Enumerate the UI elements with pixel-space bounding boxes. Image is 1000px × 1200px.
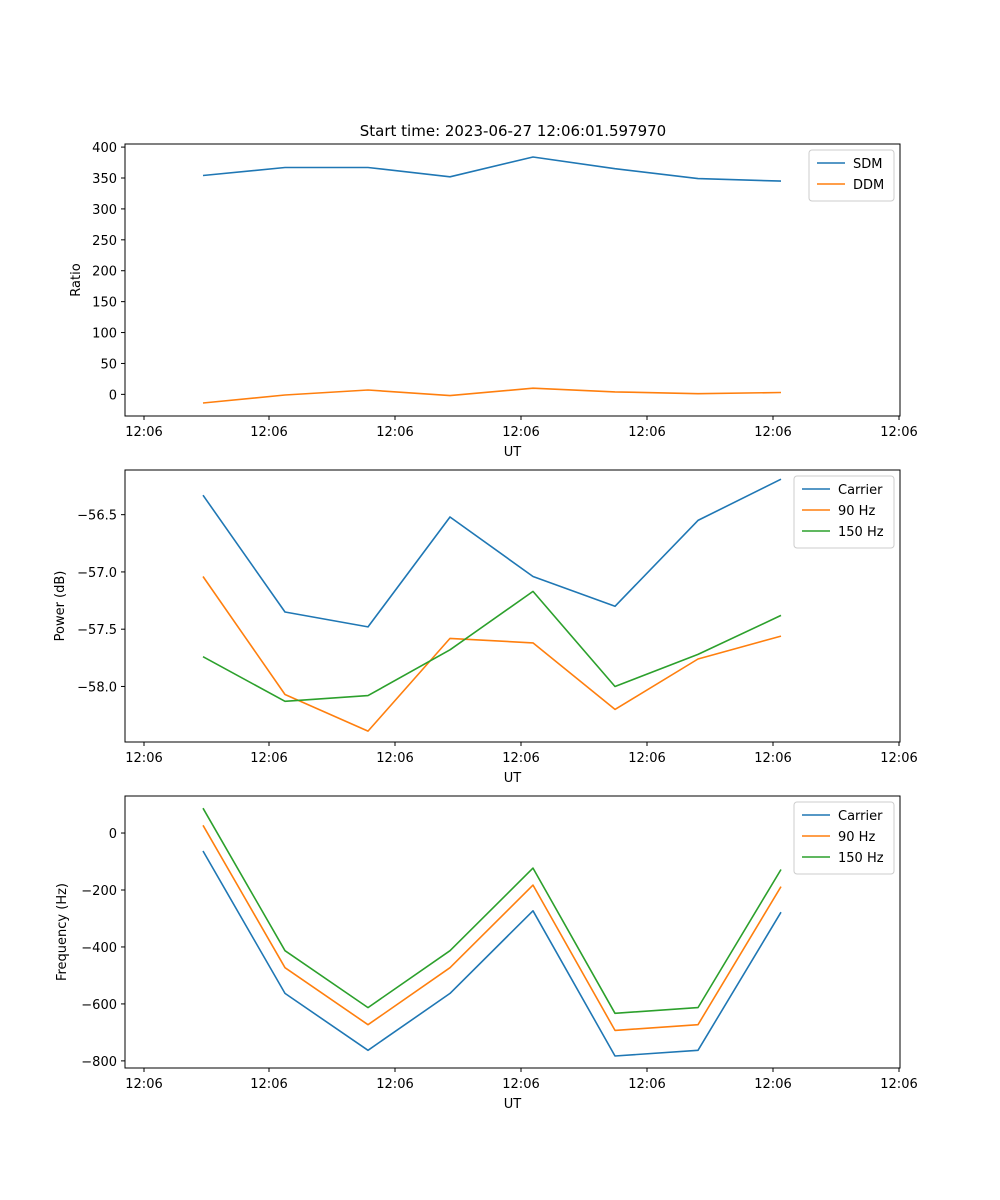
axes-frame bbox=[124, 469, 901, 743]
x-axis-label: UT bbox=[504, 1097, 522, 1112]
x-tick-label: 12:06 bbox=[754, 425, 791, 440]
y-tick-label: 50 bbox=[100, 357, 117, 372]
y-tick-label: −400 bbox=[81, 941, 117, 956]
axes-frame bbox=[124, 143, 901, 417]
y-axis-label: Frequency (Hz) bbox=[55, 883, 70, 981]
x-tick-label: 12:06 bbox=[880, 751, 917, 766]
y-tick-label: −56.5 bbox=[77, 509, 117, 524]
x-tick-label: 12:06 bbox=[376, 425, 413, 440]
figure-title: Start time: 2023-06-27 12:06:01.597970 bbox=[360, 122, 666, 140]
y-tick-label: 350 bbox=[92, 172, 117, 187]
y-tick-label: −200 bbox=[81, 884, 117, 899]
x-tick-label: 12:06 bbox=[880, 425, 917, 440]
legend: Carrier 90 Hz 150 Hz bbox=[793, 801, 895, 875]
legend-box bbox=[793, 475, 895, 549]
legend-label: 90 Hz bbox=[838, 504, 875, 519]
legend-label: SDM bbox=[853, 157, 882, 172]
y-tick-label: 400 bbox=[92, 141, 117, 156]
x-tick-label: 12:06 bbox=[628, 751, 665, 766]
x-tick-label: 12:06 bbox=[502, 751, 539, 766]
legend-label: Carrier bbox=[838, 483, 883, 498]
y-tick-label: 100 bbox=[92, 327, 117, 342]
y-tick-label: 150 bbox=[92, 296, 117, 311]
legend: SDM DDM bbox=[808, 149, 895, 202]
panel-2: 12:06 12:06 12:06 12:06 12:06 12:06 12:06 UT −56… bbox=[53, 469, 918, 786]
legend-box bbox=[793, 801, 895, 875]
x-tick-label: 12:06 bbox=[502, 1077, 539, 1092]
x-tick-label: 12:06 bbox=[250, 425, 287, 440]
panels: 12:06 12:06 12:06 12:06 12:06 12:06 12:06 UT 0 50… bbox=[53, 141, 918, 1112]
legend-label: 150 Hz bbox=[838, 525, 884, 540]
y-tick-label: −600 bbox=[81, 998, 117, 1013]
series-line-150-hz bbox=[202, 590, 782, 703]
x-tick-label: 12:06 bbox=[628, 1077, 665, 1092]
y-tick-label: −57.5 bbox=[77, 623, 117, 638]
series-line-90-hz bbox=[202, 576, 782, 732]
x-tick-label: 12:06 bbox=[125, 1077, 162, 1092]
series-line-90-hz bbox=[202, 824, 782, 1032]
x-tick-label: 12:06 bbox=[754, 751, 791, 766]
series-line-ddm bbox=[202, 387, 782, 404]
series-line-carrier bbox=[202, 478, 782, 628]
x-tick-label: 12:06 bbox=[754, 1077, 791, 1092]
x-axis-label: UT bbox=[504, 771, 522, 786]
y-tick-label: 300 bbox=[92, 203, 117, 218]
legend-label: 150 Hz bbox=[838, 851, 884, 866]
x-tick-label: 12:06 bbox=[250, 751, 287, 766]
y-axis-label: Ratio bbox=[69, 263, 84, 296]
x-tick-label: 12:06 bbox=[376, 1077, 413, 1092]
panel-1: 12:06 12:06 12:06 12:06 12:06 12:06 12:06 UT 0 50… bbox=[69, 141, 918, 460]
y-tick-label: −57.0 bbox=[77, 566, 117, 581]
y-tick-label: 0 bbox=[109, 388, 117, 403]
y-tick-label: 0 bbox=[109, 827, 117, 842]
x-tick-label: 12:06 bbox=[250, 1077, 287, 1092]
y-tick-label: 250 bbox=[92, 234, 117, 249]
x-tick-label: 12:06 bbox=[502, 425, 539, 440]
x-tick-label: 12:06 bbox=[125, 425, 162, 440]
legend-label: Carrier bbox=[838, 809, 883, 824]
x-tick-label: 12:06 bbox=[628, 425, 665, 440]
x-tick-label: 12:06 bbox=[376, 751, 413, 766]
y-axis-label: Power (dB) bbox=[53, 571, 68, 642]
series-line-carrier bbox=[202, 850, 782, 1057]
x-axis-label: UT bbox=[504, 445, 522, 460]
x-tick-label: 12:06 bbox=[880, 1077, 917, 1092]
legend-label: 90 Hz bbox=[838, 830, 875, 845]
series-line-150-hz bbox=[202, 807, 782, 1015]
series-line-sdm bbox=[202, 156, 782, 182]
axes-frame bbox=[124, 795, 901, 1069]
panel-3: 12:06 12:06 12:06 12:06 12:06 12:06 12:06 UT 0 −2… bbox=[55, 795, 918, 1112]
legend: Carrier 90 Hz 150 Hz bbox=[793, 475, 895, 549]
y-tick-label: 200 bbox=[92, 265, 117, 280]
x-tick-label: 12:06 bbox=[125, 751, 162, 766]
legend-label: DDM bbox=[853, 178, 884, 193]
y-tick-label: −58.0 bbox=[77, 680, 117, 695]
y-tick-label: −800 bbox=[81, 1055, 117, 1070]
